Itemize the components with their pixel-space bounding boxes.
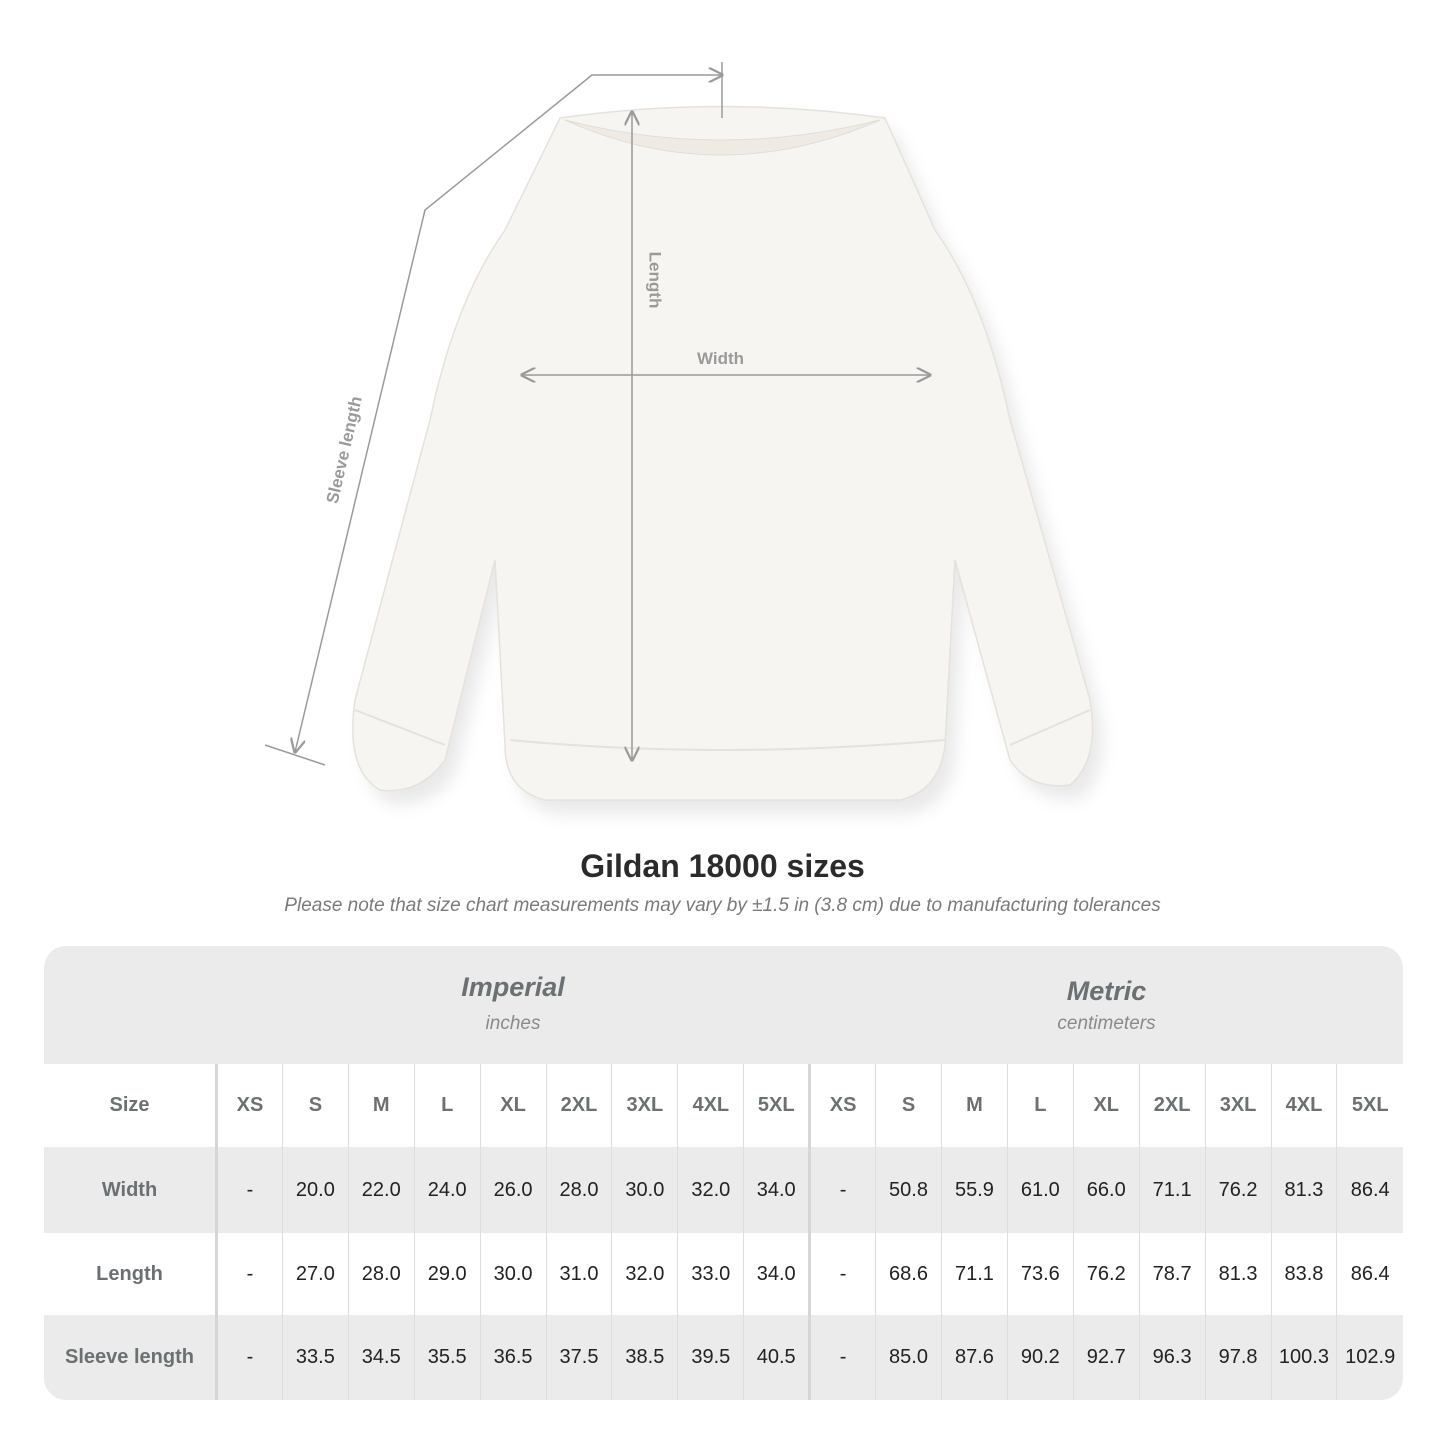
metric-value: 50.8 [875,1147,942,1233]
sleeve-measure-line [264,62,722,766]
imperial-value: 35.5 [413,1315,481,1400]
size-table: Size XS S M L XL 2XL 3XL 4XL 5XL XS S M L XL 2XL 3XL 4XL 5… [44,1064,1403,1400]
row-label: Width [44,1147,218,1233]
imperial-value: 34.5 [347,1315,415,1400]
imperial-size-xs: XS [216,1064,283,1147]
imperial-size-2xl: 2XL [545,1064,612,1147]
size-header-row: Size XS S M L XL 2XL 3XL 4XL 5XL XS S M L XL 2XL 3XL 4XL 5… [44,1064,1403,1147]
metric-size-m: M [940,1064,1008,1147]
metric-value: 81.3 [1270,1147,1337,1233]
imperial-value: 39.5 [677,1315,744,1400]
imperial-value: 33.5 [281,1315,349,1400]
imperial-value: 33.0 [677,1233,744,1315]
metric-value: 61.0 [1006,1147,1074,1233]
metric-size-s: S [875,1064,942,1147]
imperial-value: 38.5 [611,1315,678,1400]
metric-value: 87.6 [940,1315,1008,1400]
metric-value: 66.0 [1072,1147,1140,1233]
imperial-value: 32.0 [677,1147,744,1233]
metric-size-3xl: 3XL [1204,1064,1271,1147]
table-row: Sleeve length -33.5 34.5 35.5 36.5 37.5 38.5 39… [44,1315,1403,1400]
imperial-unit: inches [485,1013,541,1034]
imperial-value: 30.0 [611,1147,678,1233]
imperial-value: - [216,1233,283,1315]
metric-value: 76.2 [1204,1147,1271,1233]
tolerance-note: Please note that size chart measurements… [284,895,1161,916]
metric-value: 81.3 [1204,1233,1271,1315]
metric-title: Metric [1066,976,1147,1006]
metric-size-4xl: 4XL [1270,1064,1337,1147]
metric-value: 73.6 [1006,1233,1074,1315]
row-label: Sleeve length [44,1315,218,1400]
imperial-size-5xl: 5XL [743,1064,810,1147]
imperial-size-3xl: 3XL [611,1064,678,1147]
imperial-value: 20.0 [281,1147,349,1233]
metric-value: 86.4 [1336,1233,1403,1315]
imperial-size-4xl: 4XL [677,1064,744,1147]
imperial-value: 34.0 [743,1147,810,1233]
imperial-value: 24.0 [413,1147,481,1233]
imperial-size-m: M [347,1064,415,1147]
imperial-value: 31.0 [545,1233,612,1315]
imperial-header: Imperial inches [216,946,810,1064]
imperial-value: 34.0 [743,1233,810,1315]
imperial-title: Imperial [461,972,565,1002]
size-chart: Imperial inches Metric centimeters Size X… [44,946,1403,1400]
imperial-value: 30.0 [479,1233,547,1315]
imperial-value: 22.0 [347,1147,415,1233]
metric-value: 83.8 [1270,1233,1337,1315]
metric-value: 76.2 [1072,1233,1140,1315]
imperial-value: 27.0 [281,1233,349,1315]
imperial-value: 28.0 [347,1233,415,1315]
metric-value: - [808,1315,876,1400]
metric-value: 71.1 [1138,1147,1206,1233]
metric-value: 68.6 [875,1233,942,1315]
metric-value: 100.3 [1270,1315,1337,1400]
imperial-value: 37.5 [545,1315,612,1400]
imperial-value: 32.0 [611,1233,678,1315]
imperial-value: 28.0 [545,1147,612,1233]
metric-unit: centimeters [1057,1013,1156,1034]
size-row-label: Size [44,1064,218,1147]
sweatshirt-illustration [264,62,1103,814]
width-label: Width [697,349,745,368]
page-title: Gildan 18000 sizes [580,848,865,884]
imperial-value: 40.5 [743,1315,810,1400]
metric-value: 97.8 [1204,1315,1271,1400]
table-row: Width -20.0 22.0 24.0 26.0 28.0 30.0 32.0 34.0-5… [44,1147,1403,1233]
imperial-value: - [216,1147,283,1233]
imperial-size-s: S [281,1064,349,1147]
metric-size-xs: XS [808,1064,876,1147]
metric-value: 92.7 [1072,1315,1140,1400]
imperial-value: 36.5 [479,1315,547,1400]
imperial-size-xl: XL [479,1064,547,1147]
length-label: Length [645,251,665,309]
unit-header-band [44,946,1403,1064]
imperial-value: - [216,1315,283,1400]
row-label: Length [44,1233,218,1315]
imperial-size-l: L [413,1064,481,1147]
metric-value: - [808,1147,876,1233]
metric-value: 90.2 [1006,1315,1074,1400]
imperial-value: 29.0 [413,1233,481,1315]
metric-value: - [808,1233,876,1315]
metric-value: 96.3 [1138,1315,1206,1400]
metric-value: 55.9 [940,1147,1008,1233]
metric-size-l: L [1006,1064,1074,1147]
table-row: Length -27.0 28.0 29.0 30.0 31.0 32.0 33.0 34.0-… [44,1233,1403,1315]
metric-value: 85.0 [875,1315,942,1400]
metric-value: 86.4 [1336,1147,1403,1233]
metric-size-xl: XL [1072,1064,1140,1147]
imperial-value: 26.0 [479,1147,547,1233]
metric-size-5xl: 5XL [1336,1064,1403,1147]
metric-size-2xl: 2XL [1138,1064,1206,1147]
metric-value: 71.1 [940,1233,1008,1315]
metric-header: Metric centimeters [810,946,1403,1064]
metric-value: 78.7 [1138,1233,1206,1315]
metric-value: 102.9 [1336,1315,1403,1400]
